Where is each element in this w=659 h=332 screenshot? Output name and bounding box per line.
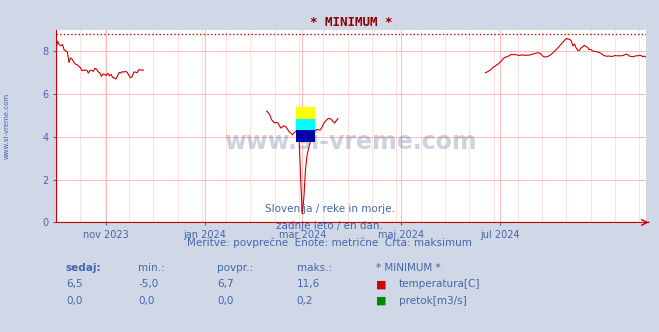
Text: 0,2: 0,2 [297,296,313,306]
Text: pretok[m3/s]: pretok[m3/s] [399,296,467,306]
Title: * MINIMUM *: * MINIMUM * [310,16,392,29]
Text: 6,7: 6,7 [217,279,234,289]
Text: Meritve: povprečne  Enote: metrične  Črta: maksimum: Meritve: povprečne Enote: metrične Črta:… [187,236,472,248]
Text: sedaj:: sedaj: [66,263,101,273]
Text: www.si-vreme.com: www.si-vreme.com [3,93,9,159]
Text: 0,0: 0,0 [66,296,82,306]
Bar [296,107,315,119]
Text: povpr.:: povpr.: [217,263,254,273]
Text: ■: ■ [376,296,386,306]
Text: ■: ■ [376,279,386,289]
Text: -5,0: -5,0 [138,279,159,289]
Text: zadnje leto / en dan.: zadnje leto / en dan. [276,221,383,231]
Text: min.:: min.: [138,263,165,273]
Bar [296,119,315,130]
Text: Slovenija / reke in morje.: Slovenija / reke in morje. [264,205,395,214]
Text: 0,0: 0,0 [138,296,155,306]
Text: * MINIMUM *: * MINIMUM * [376,263,440,273]
Text: 0,0: 0,0 [217,296,234,306]
Text: 11,6: 11,6 [297,279,320,289]
Text: temperatura[C]: temperatura[C] [399,279,480,289]
Text: 6,5: 6,5 [66,279,82,289]
Text: maks.:: maks.: [297,263,331,273]
Text: www.si-vreme.com: www.si-vreme.com [225,129,477,154]
Bar [296,130,315,142]
